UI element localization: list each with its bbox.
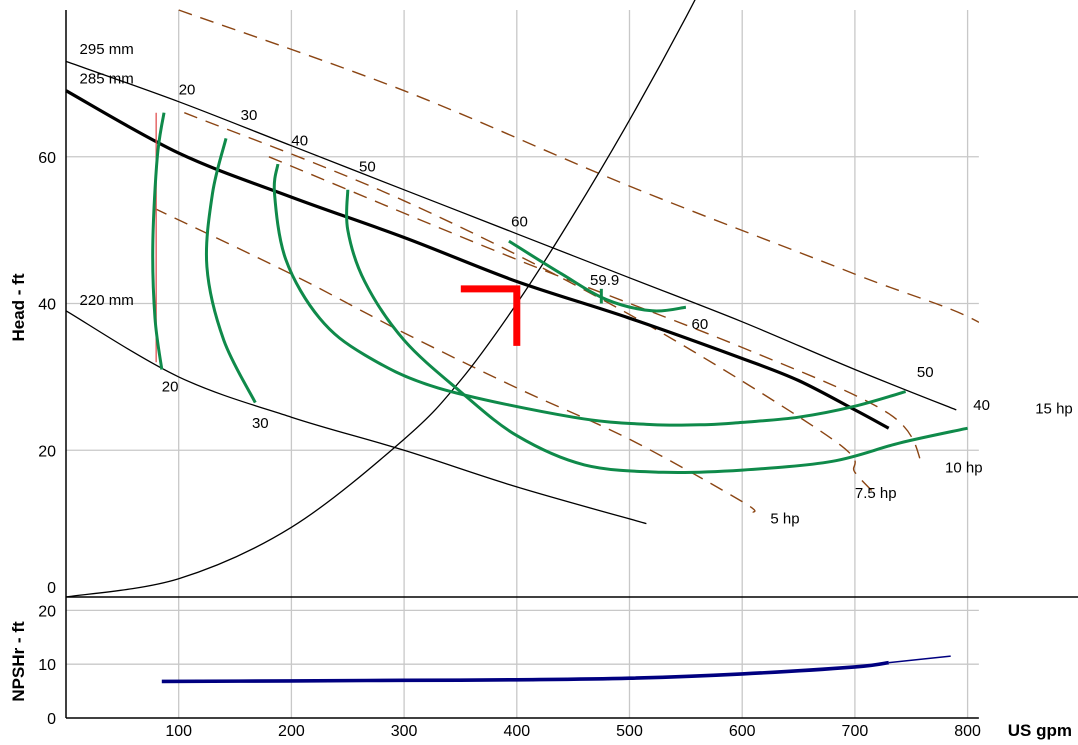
system-curve [66,0,696,597]
x-tick-label-200: 200 [278,723,305,740]
system-curve-group [66,0,696,597]
head-axis-title: Head - ft [9,273,28,341]
impeller-label-1: 285 mm [80,70,134,87]
power-curve-1 [184,112,873,492]
x-tick-label-400: 400 [503,723,530,740]
efficiency-label-6: 60 [691,316,708,333]
npsh-tick-label-0: 0 [47,711,56,728]
efficiency-label-3: 50 [359,158,376,175]
efficiency-label-2: 40 [291,133,308,150]
efficiency-label-0: 20 [179,81,196,98]
efficiency-label-8: 40 [973,397,990,414]
x-tick-label-600: 600 [729,723,756,740]
x-tick-label-100: 100 [165,723,192,740]
npsh-curve-extension [888,655,951,664]
power-curve-3 [178,9,979,324]
efficiency-curve-0 [151,112,166,370]
x-tick-label-700: 700 [842,723,869,740]
impeller-label-0: 295 mm [80,41,134,58]
duty-point-marker [460,285,521,346]
power-label-1: 7.5 hp [855,485,897,502]
impeller-curves [65,60,957,525]
efficiency-curve-1 [204,138,257,404]
npsh-curve-group [161,655,951,684]
grid [66,10,979,718]
x-tick-label-500: 500 [616,723,643,740]
power-curves [153,9,979,514]
efficiency-label-10: 30 [252,415,269,432]
efficiency-curve-4 [508,239,687,313]
head-tick-label-20: 20 [38,443,56,460]
power-curve-0 [153,207,756,514]
impeller-curve-1 [65,89,890,430]
power-label-0: 5 hp [770,511,799,528]
efficiency-label-4: 60 [511,213,528,230]
efficiency-label-9: 20 [162,379,179,396]
x-axis-unit-label: US gpm [1008,721,1072,740]
power-label-3: 15 hp [1035,401,1073,418]
npsh-tick-label-10: 10 [38,657,56,674]
axes [65,10,1078,719]
npsh-axis-title: NPSHr - ft [9,621,28,702]
impeller-label-2: 220 mm [80,292,134,309]
x-tick-label-800: 800 [954,723,981,740]
npsh-tick-label-20: 20 [38,603,56,620]
head-tick-label-0: 0 [47,580,56,597]
impeller-curve-0 [65,60,957,411]
power-curve-2 [268,156,924,466]
power-label-2: 10 hp [945,459,983,476]
head-tick-label-60: 60 [38,150,56,167]
duty-point-group [460,285,521,346]
head-tick-label-40: 40 [38,297,56,314]
x-tick-label-300: 300 [391,723,418,740]
efficiency-label-5: 59.9 [590,272,619,289]
efficiency-curves [151,112,968,475]
npsh-curve [161,660,889,684]
impeller-curve-2 [65,310,647,525]
efficiency-curve-2 [272,163,907,427]
efficiency-curve-3 [345,189,968,475]
efficiency-label-1: 30 [241,107,258,124]
efficiency-label-7: 50 [917,364,934,381]
